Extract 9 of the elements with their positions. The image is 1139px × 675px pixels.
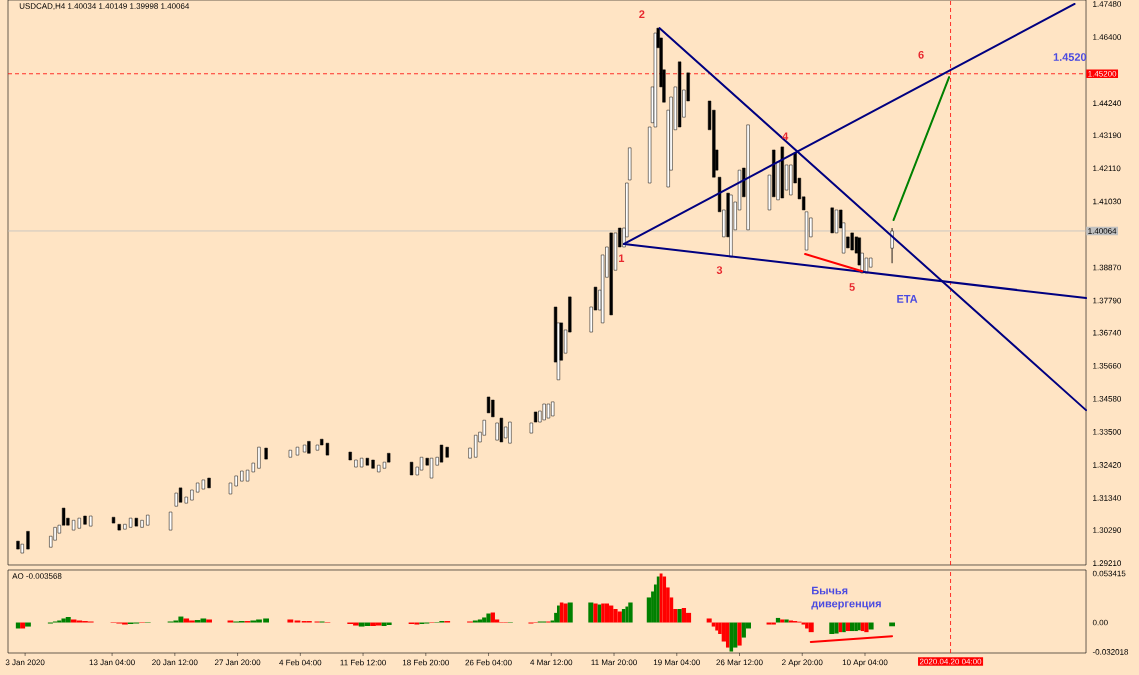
annotation: Бычья дивергенция bbox=[811, 586, 881, 610]
annotation: 5 bbox=[849, 283, 855, 291]
annotation: 3 bbox=[716, 266, 723, 274]
annotation: ETA bbox=[897, 295, 918, 303]
annotation: 1 bbox=[619, 254, 625, 262]
annotation: 4 bbox=[782, 132, 789, 140]
annotation: 6 bbox=[918, 50, 924, 59]
annotation: 1.4520 bbox=[1053, 53, 1087, 61]
annotation: 2 bbox=[639, 10, 645, 18]
